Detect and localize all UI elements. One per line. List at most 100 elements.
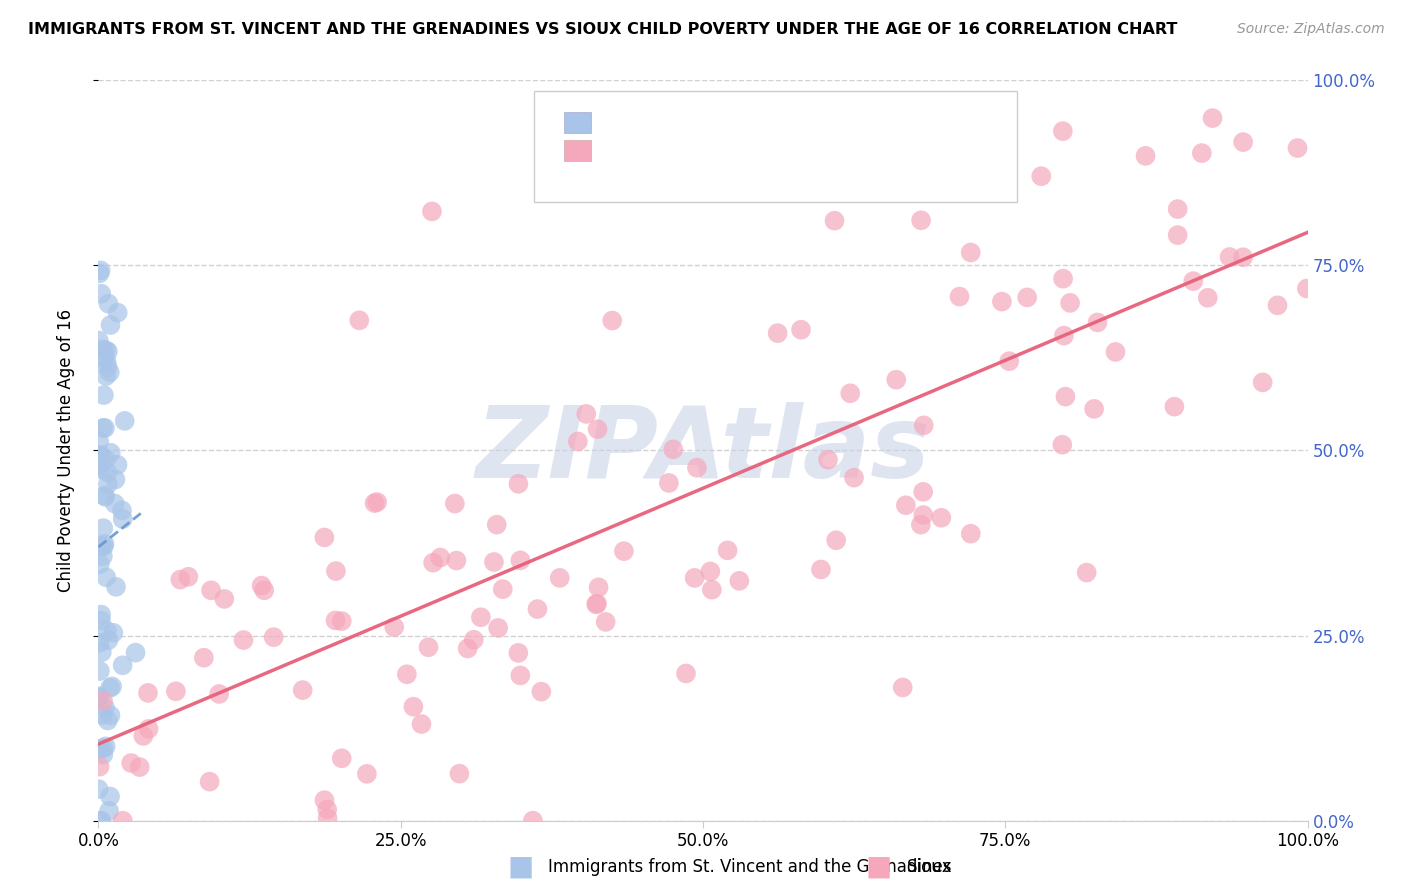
Point [613, 544, 636, 558]
Point [96, 354, 118, 368]
Point [325, 564, 347, 578]
Point [90, 263, 112, 277]
Point [93, 488, 115, 502]
Point [662, 442, 685, 457]
Point [588, 580, 610, 594]
Point [89, 462, 111, 476]
Point [356, 767, 378, 781]
Point [1076, 566, 1098, 580]
Point [89, 759, 111, 773]
Point [193, 650, 215, 665]
Point [93, 537, 115, 551]
Point [101, 679, 124, 693]
Point [100, 708, 122, 723]
Point [87, 690, 110, 704]
Point [97, 360, 120, 375]
Point [90, 645, 112, 659]
Point [103, 625, 125, 640]
Point [891, 681, 914, 695]
Point [94, 490, 117, 504]
Text: R =: R = [606, 141, 651, 161]
Point [1232, 135, 1254, 149]
Point [93, 539, 115, 553]
Point [402, 699, 425, 714]
Point [675, 666, 697, 681]
Point [382, 620, 405, 634]
Point [422, 556, 444, 570]
Point [959, 245, 981, 260]
Point [93, 350, 115, 364]
Point [586, 422, 609, 436]
Point [842, 470, 865, 484]
Point [585, 597, 607, 611]
Point [91, 521, 114, 535]
Point [316, 802, 339, 816]
Text: Immigrants from St. Vincent and the Grenadines: Immigrants from St. Vincent and the Gren… [548, 858, 952, 876]
Text: Sioux: Sioux [907, 858, 952, 876]
Point [959, 526, 981, 541]
Point [766, 326, 789, 340]
Point [97, 633, 120, 648]
Point [330, 751, 353, 765]
Point [366, 495, 388, 509]
Point [91, 747, 114, 762]
Point [316, 811, 339, 825]
Point [98, 365, 121, 379]
Text: -0.176: -0.176 [662, 112, 730, 133]
Point [111, 512, 134, 526]
Point [100, 318, 122, 332]
Point [1232, 250, 1254, 264]
Point [912, 418, 935, 433]
Point [96, 570, 118, 584]
Point [97, 344, 120, 359]
Point [429, 550, 451, 565]
Y-axis label: Child Poverty Under the Age of 16: Child Poverty Under the Age of 16 [56, 309, 75, 592]
Point [198, 774, 221, 789]
Point [567, 434, 589, 449]
Point [349, 313, 371, 327]
Point [1052, 124, 1074, 138]
Point [575, 407, 598, 421]
Point [482, 555, 505, 569]
Point [470, 610, 492, 624]
Point [509, 668, 531, 682]
Point [89, 266, 111, 280]
Text: N =: N = [769, 141, 815, 161]
Point [912, 484, 935, 499]
Point [363, 496, 385, 510]
Point [314, 793, 336, 807]
Point [138, 722, 160, 736]
Point [810, 562, 832, 576]
Point [420, 204, 443, 219]
Point [124, 646, 146, 660]
Point [89, 449, 111, 463]
Point [96, 624, 118, 638]
Text: 128: 128 [820, 141, 859, 161]
Point [912, 508, 935, 522]
FancyBboxPatch shape [534, 91, 1018, 202]
Point [91, 343, 114, 357]
Point [931, 510, 953, 524]
Point [486, 621, 509, 635]
Point [839, 386, 862, 401]
Point [1059, 296, 1081, 310]
Point [104, 473, 127, 487]
Point [200, 583, 222, 598]
Point [232, 633, 254, 648]
Point [87, 782, 110, 797]
Point [314, 531, 336, 545]
Point [89, 458, 111, 473]
Point [90, 814, 112, 828]
Point [716, 543, 738, 558]
Text: ■: ■ [866, 853, 891, 881]
Point [1167, 228, 1189, 243]
Point [94, 369, 117, 384]
Point [136, 686, 159, 700]
Point [91, 549, 114, 564]
Point [169, 573, 191, 587]
Text: 70: 70 [820, 112, 846, 133]
Point [1286, 141, 1309, 155]
Point [444, 497, 467, 511]
Point [1135, 149, 1157, 163]
Point [938, 119, 960, 133]
